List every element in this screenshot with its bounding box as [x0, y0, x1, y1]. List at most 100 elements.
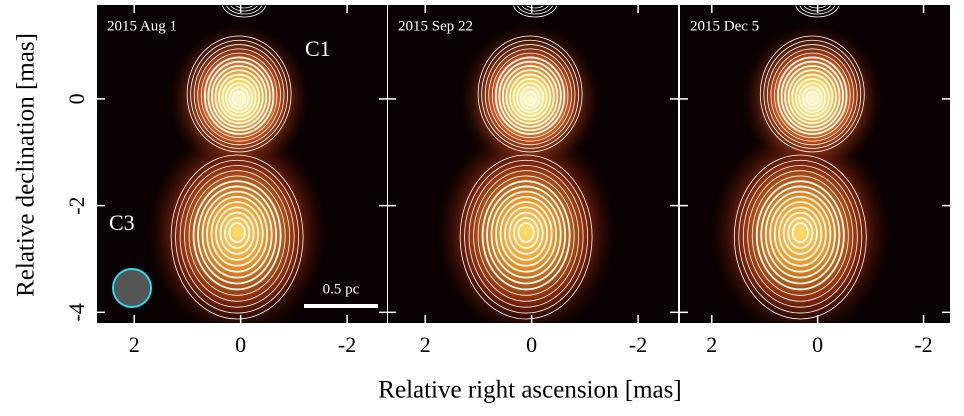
contour	[481, 39, 579, 149]
contour	[782, 211, 818, 255]
contour	[769, 195, 832, 273]
contour	[504, 206, 549, 261]
emission	[742, 24, 883, 174]
contour	[190, 39, 288, 149]
contour	[234, 5, 254, 9]
y-tick-label: -4	[64, 303, 89, 321]
x-tick-label: -2	[914, 332, 932, 357]
contour	[787, 69, 837, 125]
emission	[147, 127, 328, 323]
contour	[186, 35, 292, 153]
contour	[200, 52, 278, 138]
contour	[794, 77, 830, 117]
panel-date: 2015 Sep 22	[398, 18, 473, 34]
contour	[206, 195, 269, 273]
contour	[495, 195, 558, 273]
contour	[519, 86, 541, 110]
contour	[221, 5, 267, 18]
contour	[770, 48, 855, 142]
contour	[759, 35, 865, 153]
x-axis-label: Relative right ascension [mas]	[378, 377, 681, 404]
contour	[207, 60, 271, 132]
contour	[777, 56, 848, 135]
contour	[468, 165, 584, 308]
contour	[791, 73, 834, 121]
contour	[508, 211, 544, 255]
contour	[499, 201, 553, 267]
contour	[224, 216, 251, 249]
contour	[491, 52, 569, 138]
y-tick-label: 0	[64, 93, 89, 104]
contour	[509, 73, 552, 121]
contour	[210, 201, 264, 267]
component-label: C1	[305, 36, 331, 61]
contour	[494, 56, 566, 135]
contour	[481, 180, 571, 291]
contour	[232, 90, 247, 107]
contour	[763, 39, 862, 149]
contour	[490, 190, 562, 279]
panel	[680, 5, 950, 323]
contour	[801, 86, 823, 110]
contour	[780, 60, 844, 132]
x-tick-label: 0	[812, 332, 823, 357]
contour	[193, 44, 285, 146]
contour	[197, 48, 281, 142]
contour	[501, 65, 559, 128]
x-tick-label: 2	[706, 332, 717, 357]
emission	[460, 24, 601, 174]
contour	[799, 5, 836, 15]
contour	[505, 69, 555, 125]
emission	[710, 127, 891, 323]
contour	[733, 154, 867, 320]
contour	[215, 206, 260, 261]
contour	[203, 56, 275, 135]
panel-date: 2015 Aug 1	[107, 18, 177, 34]
emission	[436, 127, 617, 323]
contour	[214, 69, 264, 125]
y-axis-label: Relative declination [mas]	[13, 33, 40, 297]
contour	[523, 90, 538, 107]
x-tick-label: 0	[526, 332, 537, 357]
contour	[219, 211, 255, 255]
contour	[774, 52, 851, 138]
contour	[488, 48, 572, 142]
x-tick-label: 2	[129, 332, 140, 357]
beam	[112, 268, 152, 308]
contour	[755, 180, 845, 291]
contour	[175, 159, 300, 314]
emission	[169, 24, 310, 174]
contour	[498, 60, 562, 132]
contour	[464, 159, 589, 314]
y-tick-label: -2	[64, 196, 89, 214]
contour	[228, 86, 250, 110]
contour	[228, 222, 246, 243]
contour	[760, 185, 841, 285]
x-tick-label: 2	[420, 332, 431, 357]
contour	[221, 77, 257, 117]
contour	[188, 175, 286, 296]
contour	[512, 77, 548, 117]
contour	[738, 159, 863, 314]
contour	[486, 185, 567, 285]
contour	[525, 5, 545, 9]
contour	[751, 175, 849, 296]
contour	[787, 216, 814, 249]
contour	[459, 154, 593, 320]
contour	[805, 90, 820, 107]
panel	[97, 5, 387, 323]
contour	[170, 154, 304, 320]
panel	[388, 5, 678, 323]
contour	[778, 206, 823, 261]
contour	[513, 216, 540, 249]
contour	[791, 222, 809, 243]
contour	[747, 170, 854, 302]
contour	[184, 170, 291, 302]
x-tick-label: -2	[629, 332, 647, 357]
contour	[218, 73, 261, 121]
contour	[516, 5, 554, 15]
contour	[521, 5, 550, 12]
contour	[179, 165, 295, 308]
contour	[764, 190, 836, 279]
